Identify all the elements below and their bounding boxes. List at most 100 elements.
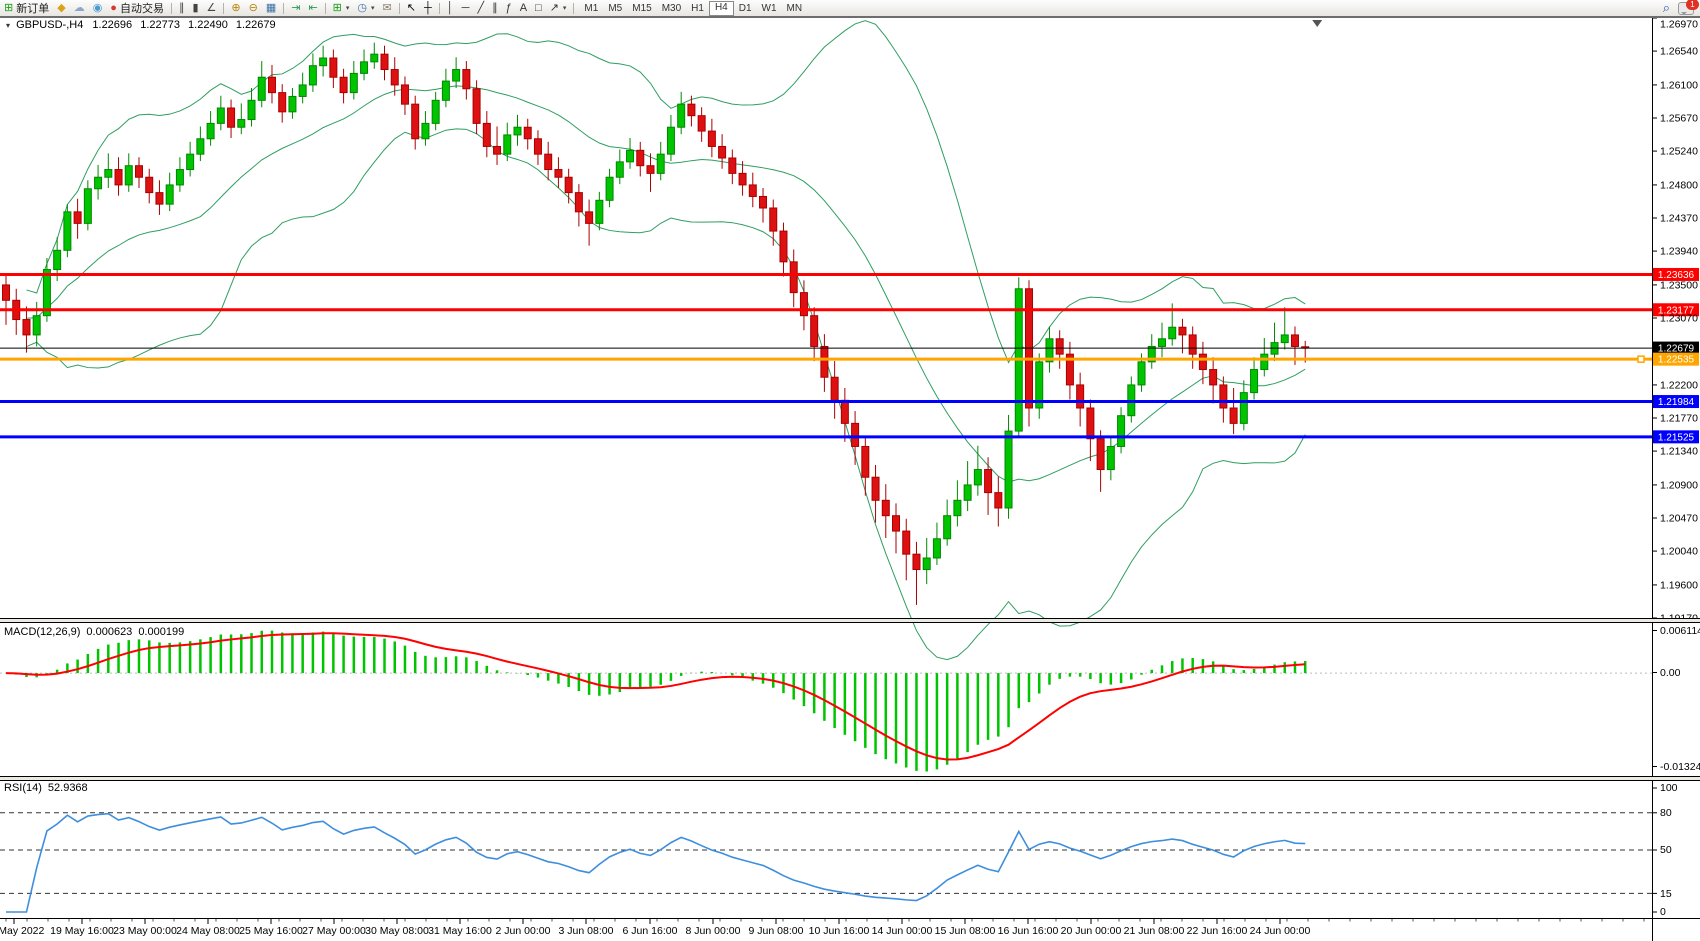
- candlestick-chart-icon: ▮: [192, 1, 199, 14]
- candle: [810, 315, 819, 347]
- timeframe-h4[interactable]: H4: [708, 0, 734, 16]
- fibonacci-icon: ƒ: [505, 1, 512, 14]
- timeframe-m1[interactable]: M1: [584, 2, 599, 14]
- candle: [1198, 353, 1207, 371]
- candlestick-chart-button[interactable]: ▮: [188, 1, 202, 16]
- chat-icon[interactable]: 1: [1678, 0, 1699, 15]
- candle: [1188, 334, 1197, 355]
- candle: [984, 469, 993, 494]
- cursor-button[interactable]: ↖: [403, 1, 420, 16]
- zoom-in-button[interactable]: ⊕: [227, 1, 244, 16]
- trendline-button[interactable]: ╱: [473, 1, 488, 16]
- candle: [247, 99, 256, 121]
- candle: [1290, 334, 1299, 347]
- timeframe-d1[interactable]: D1: [738, 2, 752, 14]
- candle: [1096, 438, 1105, 471]
- candle: [973, 469, 982, 486]
- candle: [124, 165, 133, 186]
- candle: [748, 184, 757, 197]
- candle: [134, 165, 143, 178]
- timeframe-m30[interactable]: M30: [661, 2, 682, 14]
- channel-button[interactable]: ∥: [488, 1, 502, 16]
- signal-icon[interactable]: ◉: [89, 1, 107, 16]
- new-order-button[interactable]: ⊞ 新订单: [0, 1, 53, 16]
- price-tick-label: 1.23070: [1660, 313, 1698, 325]
- vertical-line-icon: │: [446, 1, 454, 14]
- pane-separator-bar[interactable]: [0, 777, 1700, 780]
- price-tick-label: 1.21340: [1660, 446, 1698, 458]
- periods-button[interactable]: ◷ ▾: [353, 1, 378, 16]
- arrows-button-dropdown-icon[interactable]: ▾: [562, 5, 567, 12]
- candle: [1137, 361, 1146, 386]
- toolbar-separator: [398, 2, 400, 14]
- rsi-axis-label: 80: [1660, 807, 1672, 819]
- label-icon: □: [535, 1, 542, 14]
- bar-chart-button[interactable]: ∥: [175, 1, 189, 16]
- candle: [881, 499, 890, 517]
- cloud-icon[interactable]: ☁: [70, 1, 89, 16]
- candle: [963, 484, 972, 501]
- indicators-button-dropdown-icon[interactable]: ▾: [345, 5, 350, 12]
- fibonacci-button[interactable]: ƒ: [502, 1, 516, 16]
- macd-axis-label: -0.013241: [1660, 761, 1700, 773]
- candle: [329, 57, 338, 78]
- candle: [482, 122, 491, 147]
- time-axis-label: 18 May 2022: [0, 925, 45, 937]
- vertical-line-button[interactable]: │: [443, 1, 458, 16]
- arrows-button[interactable]: ↗ ▾: [546, 1, 571, 16]
- crosshair-icon: ┼: [423, 1, 432, 14]
- macd-label: MACD(12,26,9) 0.000623 0.000199: [4, 626, 190, 638]
- price-axis-scale[interactable]: [1653, 17, 1700, 918]
- time-axis-label: 3 Jun 08:00: [559, 925, 614, 937]
- zoom-out-button[interactable]: ⊖: [245, 1, 262, 16]
- macd-axis-label: 0.00: [1660, 667, 1681, 679]
- candle: [319, 57, 328, 67]
- templates-button[interactable]: ✉: [379, 1, 396, 16]
- price-badge: [1653, 430, 1699, 444]
- candle: [1229, 407, 1238, 424]
- candle: [155, 192, 164, 205]
- timeframe-m5[interactable]: M5: [608, 2, 623, 14]
- horizontal-line-button[interactable]: ─: [458, 1, 474, 16]
- price-badge: [1653, 395, 1699, 409]
- time-axis-label: 24 May 08:00: [176, 925, 240, 937]
- ohlc-close: 1.22679: [235, 19, 276, 31]
- line-chart-button[interactable]: ∠: [203, 1, 221, 16]
- autotrading-button[interactable]: ● 自动交易: [106, 1, 168, 16]
- rsi-name: RSI(14): [4, 782, 42, 794]
- arrows-icon: ↗: [549, 1, 559, 14]
- candle: [902, 530, 911, 555]
- candle: [1219, 384, 1228, 409]
- candle: [237, 119, 246, 128]
- hline-drag-marker[interactable]: [1637, 355, 1645, 363]
- text-button[interactable]: A: [516, 1, 531, 16]
- chart-shift-button[interactable]: ⇤: [304, 1, 321, 16]
- gold-icon[interactable]: ◆: [53, 1, 69, 16]
- zoom-in-icon: ⊕: [231, 1, 241, 14]
- timeframe-mn[interactable]: MN: [786, 2, 803, 14]
- time-axis-scale[interactable]: [0, 919, 1652, 941]
- time-axis-label: 25 May 16:00: [239, 925, 303, 937]
- timeframe-h1[interactable]: H1: [691, 2, 704, 14]
- crosshair-button[interactable]: ┼: [420, 1, 436, 16]
- chart-shift-marker[interactable]: [1312, 20, 1323, 27]
- pane-separator-bar[interactable]: [0, 619, 1700, 622]
- candle: [1045, 338, 1054, 363]
- bollinger-lower-band: [26, 128, 1306, 661]
- macd-value-signal: 0.000199: [138, 626, 185, 638]
- candle: [564, 176, 573, 194]
- periods-button-dropdown-icon[interactable]: ▾: [371, 5, 375, 12]
- candle: [339, 76, 348, 94]
- indicators-button[interactable]: ⊞ ▾: [329, 1, 354, 16]
- search-icon[interactable]: ⌕: [1662, 0, 1670, 15]
- toolbar-right: ⌕ 1: [1662, 0, 1699, 16]
- auto-scroll-button[interactable]: ⇥: [287, 1, 304, 16]
- label-button[interactable]: □: [531, 1, 546, 16]
- timeframe-w1[interactable]: W1: [761, 2, 777, 14]
- candle: [360, 61, 369, 74]
- tile-windows-button[interactable]: ▦: [262, 1, 280, 16]
- symbol-dropdown-icon[interactable]: ▾: [6, 21, 11, 30]
- candle: [892, 515, 901, 532]
- timeframe-m15[interactable]: M15: [632, 2, 652, 14]
- toolbar-separator: [438, 2, 440, 14]
